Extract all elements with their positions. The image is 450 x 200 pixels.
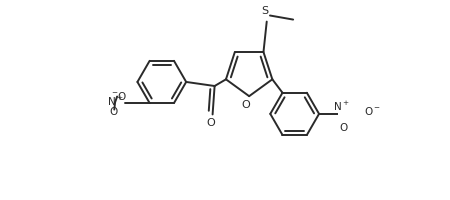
Text: N$^+$: N$^+$ (333, 100, 350, 113)
Text: $^{-}$O: $^{-}$O (111, 90, 127, 102)
Text: O: O (242, 100, 250, 110)
Text: O: O (206, 118, 215, 128)
Text: O: O (109, 107, 117, 117)
Text: N$^+$: N$^+$ (107, 95, 123, 108)
Text: O$^-$: O$^-$ (364, 105, 381, 117)
Text: S: S (261, 6, 268, 16)
Text: O: O (339, 123, 347, 133)
